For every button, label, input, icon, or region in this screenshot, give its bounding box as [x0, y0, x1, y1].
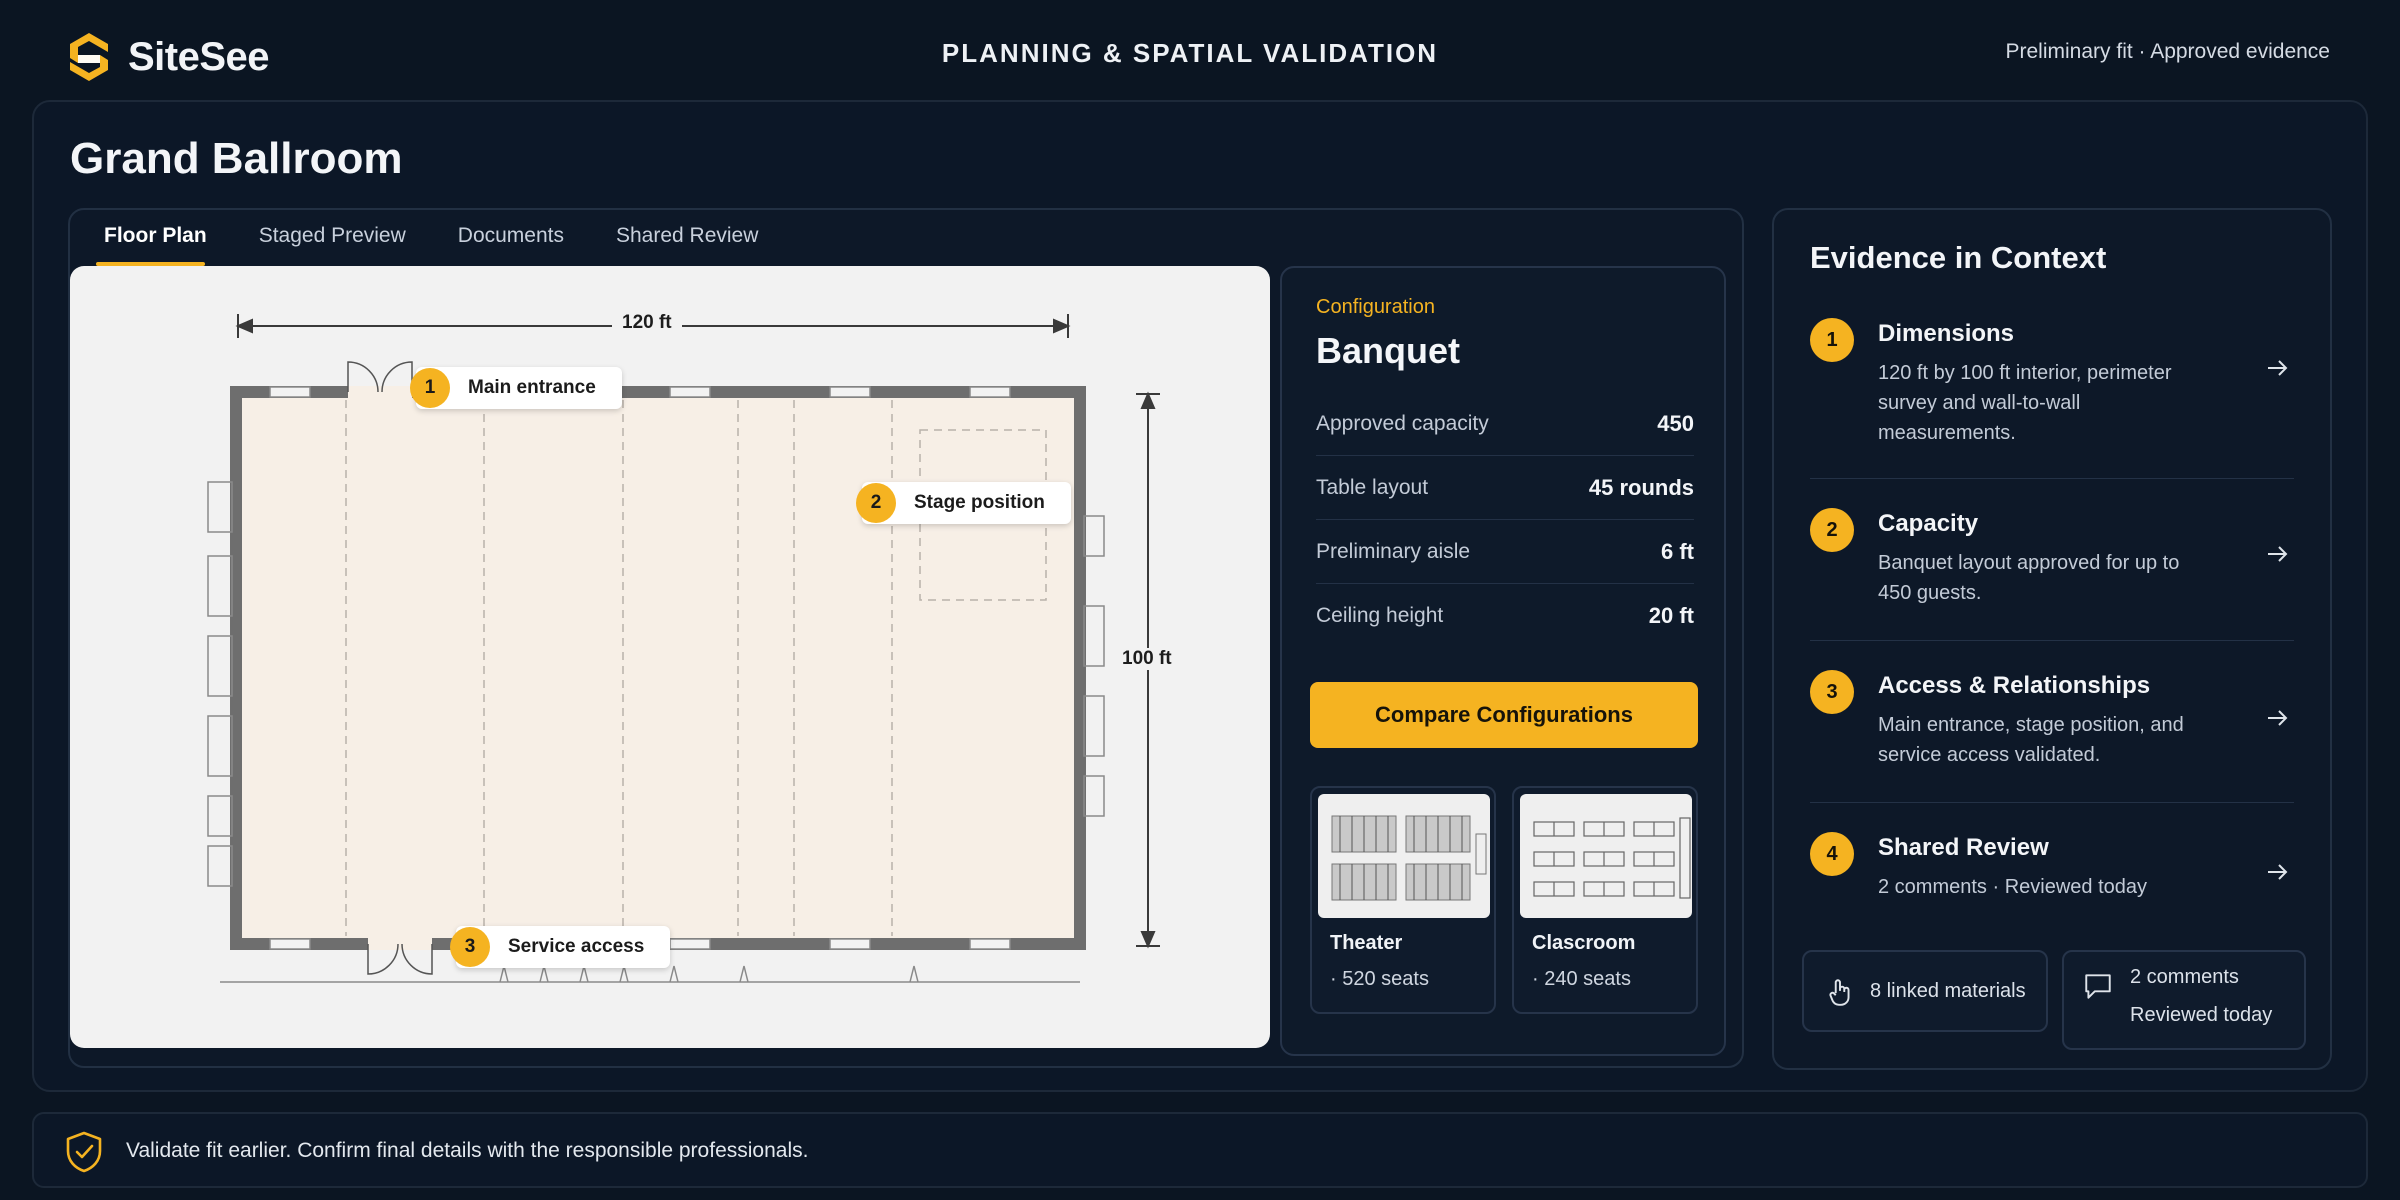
- comments-count: 2 comments: [2130, 966, 2239, 988]
- option-seats: · 240 seats: [1532, 968, 1631, 990]
- config-row: Approved capacity 450: [1316, 392, 1694, 456]
- divider: [1810, 478, 2294, 479]
- config-key: Table layout: [1316, 475, 1429, 499]
- divider: [1810, 802, 2294, 803]
- sitesee-logo-icon: [70, 33, 108, 81]
- evidence-number: 2: [1810, 508, 1854, 552]
- option-name: Theater: [1330, 932, 1403, 954]
- config-details: Approved capacity 450 Table layout 45 ro…: [1316, 392, 1694, 648]
- callout-service-access[interactable]: 3 Service access: [450, 926, 671, 968]
- page-title: Grand Ballroom: [70, 134, 403, 183]
- speech-bubble-icon: [2085, 974, 2111, 999]
- config-row: Table layout 45 rounds: [1316, 456, 1694, 520]
- compare-configurations-button[interactable]: Compare Configurations: [1310, 682, 1698, 748]
- callout-main-entrance[interactable]: 1 Main entrance: [410, 367, 622, 409]
- config-value: 45 rounds: [1588, 474, 1694, 500]
- height-dimension-label: 100 ft: [1112, 648, 1182, 670]
- config-value: 20 ft: [1648, 603, 1694, 628]
- evidence-item-desc: Main entrance, stage position, and servi…: [1878, 714, 2184, 766]
- linked-materials-button[interactable]: 8 linked materials: [1802, 950, 2048, 1032]
- config-key: Ceiling height: [1316, 604, 1444, 627]
- header-status: Preliminary fit · Approved evidence: [2005, 40, 2331, 63]
- evidence-item-title: Shared Review: [1878, 834, 2049, 861]
- config-row: Preliminary aisle 6 ft: [1316, 520, 1694, 584]
- evidence-item-desc: 120 ft by 100 ft interior, perimeter sur…: [1878, 362, 2172, 444]
- evidence-title: Evidence in Context: [1810, 240, 2107, 275]
- view-tabs: Floor Plan Staged Preview Documents Shar…: [68, 208, 784, 266]
- arrow-right-icon: [2268, 360, 2288, 376]
- option-card-classroom[interactable]: Clascroom · 240 seats: [1512, 786, 1698, 1014]
- evidence-number: 4: [1810, 832, 1854, 876]
- reviewed-status: Reviewed today: [2130, 1004, 2273, 1026]
- callout-label: Main entrance: [468, 377, 596, 398]
- option-name: Clascroom: [1532, 932, 1636, 954]
- callout-label: Service access: [508, 936, 645, 957]
- arrow-right-icon: [2268, 864, 2288, 880]
- app-header: SiteSee PLANNING & SPATIAL VALIDATION Pr…: [0, 0, 2400, 104]
- arrow-right-icon: [2268, 546, 2288, 562]
- callout-stage-position[interactable]: 2 Stage position: [856, 482, 1071, 524]
- evidence-item-dimensions[interactable]: 1 Dimensions 120 ft by 100 ft interior, …: [1810, 318, 2298, 458]
- tab-documents[interactable]: Documents: [457, 224, 564, 247]
- option-card-theater[interactable]: Theater · 520 seats: [1310, 786, 1496, 1014]
- comments-button[interactable]: 2 comments Reviewed today: [2062, 950, 2306, 1050]
- tab-shared-review[interactable]: Shared Review: [616, 224, 759, 247]
- footer-banner: Validate fit earlier. Confirm final deta…: [32, 1112, 2368, 1188]
- config-value: 6 ft: [1661, 538, 1694, 564]
- config-row: Ceiling height 20 ft: [1316, 584, 1694, 648]
- evidence-item-title: Dimensions: [1878, 320, 2015, 347]
- callout-number: 3: [450, 927, 490, 967]
- config-key: Preliminary aisle: [1316, 539, 1471, 563]
- evidence-item-access[interactable]: 3 Access & Relationships Main entrance, …: [1810, 670, 2298, 780]
- option-seats: · 520 seats: [1330, 968, 1429, 990]
- arrow-right-icon: [2268, 710, 2288, 726]
- evidence-number: 1: [1810, 318, 1854, 362]
- config-title: Banquet: [1316, 330, 1460, 371]
- config-key: Approved capacity: [1316, 411, 1489, 435]
- linked-materials-count: 8 linked materials: [1870, 980, 2026, 1002]
- floor-plan-drawing: [207, 314, 1160, 983]
- config-value: 450: [1657, 410, 1694, 436]
- shield-check-icon: [66, 1131, 102, 1173]
- config-eyebrow: Configuration: [1316, 296, 1435, 318]
- evidence-item-shared-review[interactable]: 4 Shared Review 2 comments · Reviewed to…: [1810, 832, 2298, 912]
- app-logo[interactable]: SiteSee: [62, 28, 270, 86]
- classroom-layout-thumbnail: [1520, 794, 1692, 918]
- callout-number: 2: [856, 483, 896, 523]
- configuration-card: Configuration Banquet Approved capacity …: [1280, 266, 1726, 1056]
- evidence-item-desc: Banquet layout approved for up to 450 gu…: [1878, 552, 2180, 604]
- theater-layout-thumbnail: [1318, 794, 1490, 918]
- width-dimension-label: 120 ft: [612, 312, 682, 334]
- evidence-item-title: Access & Relationships: [1878, 672, 2151, 699]
- touch-hand-icon: [1829, 979, 1850, 1006]
- app-name: SiteSee: [128, 34, 270, 79]
- tab-staged-preview[interactable]: Staged Preview: [258, 224, 406, 247]
- floor-plan-canvas[interactable]: 120 ft 100 ft 1 Main entrance 2 Stage po…: [70, 266, 1270, 1048]
- section-title: PLANNING & SPATIAL VALIDATION: [941, 38, 1439, 68]
- evidence-item-title: Capacity: [1878, 510, 1979, 537]
- callout-number: 1: [410, 368, 450, 408]
- divider: [1810, 640, 2294, 641]
- evidence-item-desc: 2 comments · Reviewed today: [1878, 876, 2148, 898]
- tab-floor-plan[interactable]: Floor Plan: [68, 208, 233, 266]
- evidence-number: 3: [1810, 670, 1854, 714]
- evidence-item-capacity[interactable]: 2 Capacity Banquet layout approved for u…: [1810, 508, 2298, 618]
- evidence-panel: Evidence in Context 1 Dimensions 120 ft …: [1772, 208, 2332, 1070]
- footer-text: Validate fit earlier. Confirm final deta…: [126, 1139, 809, 1162]
- callout-label: Stage position: [914, 492, 1045, 513]
